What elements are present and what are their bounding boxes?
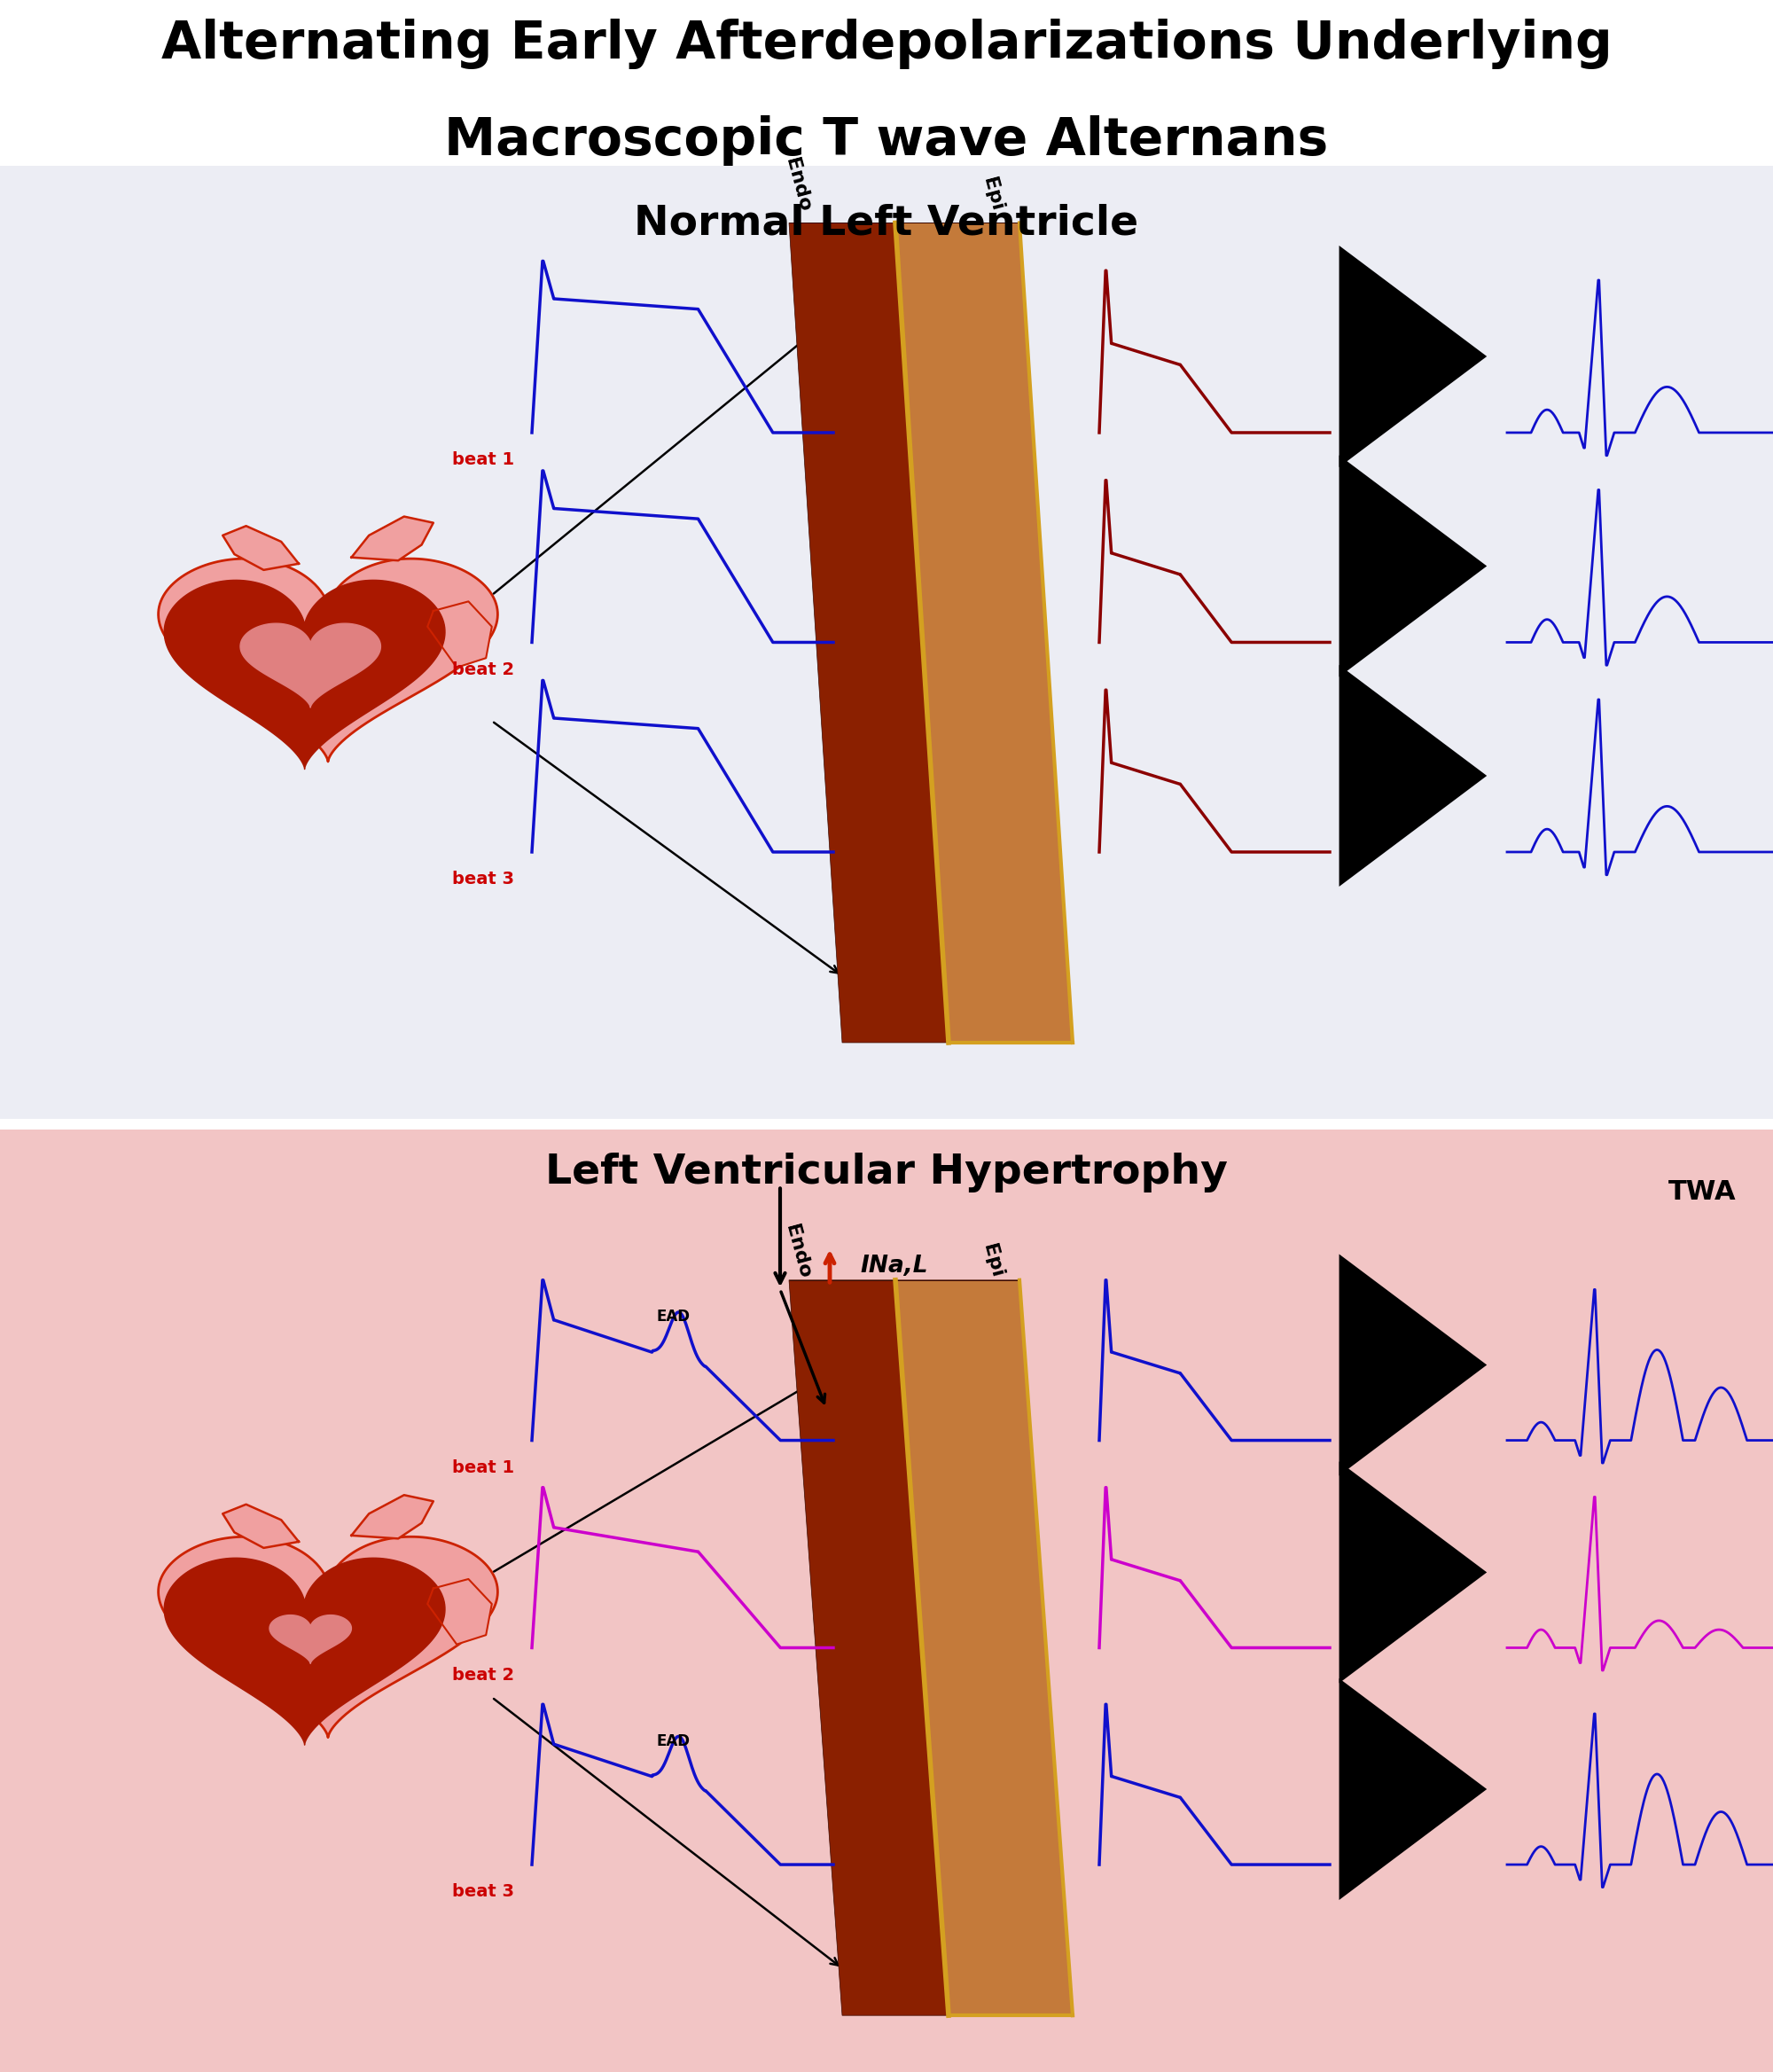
Polygon shape [427, 601, 491, 667]
Polygon shape [158, 1537, 498, 1738]
Polygon shape [165, 580, 445, 769]
Polygon shape [789, 224, 949, 1042]
Text: beat 1: beat 1 [452, 1459, 514, 1475]
Text: Endo: Endo [782, 155, 814, 213]
Polygon shape [895, 1280, 1073, 2016]
Text: beat 1: beat 1 [452, 452, 514, 468]
Text: beat 2: beat 2 [452, 661, 514, 678]
Polygon shape [427, 1579, 491, 1645]
Text: beat 3: beat 3 [452, 1883, 514, 1900]
Text: TWA: TWA [1668, 1179, 1736, 1204]
Text: INa,L: INa,L [860, 1254, 927, 1278]
Polygon shape [269, 1614, 351, 1664]
Text: Epi: Epi [980, 176, 1005, 213]
Polygon shape [223, 526, 298, 570]
Polygon shape [241, 624, 381, 707]
Text: Macroscopic T wave Alternans: Macroscopic T wave Alternans [445, 116, 1328, 166]
Text: Endo: Endo [782, 1222, 814, 1280]
Text: Epi: Epi [980, 1243, 1005, 1280]
Text: beat 2: beat 2 [452, 1666, 514, 1682]
Text: EAD: EAD [656, 1734, 690, 1749]
Polygon shape [223, 1504, 298, 1548]
Text: EAD: EAD [656, 1310, 690, 1324]
Text: Alternating Early Afterdepolarizations Underlying: Alternating Early Afterdepolarizations U… [161, 19, 1612, 68]
Polygon shape [165, 1558, 445, 1745]
Text: Normal Left Ventricle: Normal Left Ventricle [635, 203, 1138, 244]
Text: Left Ventricular Hypertrophy: Left Ventricular Hypertrophy [546, 1152, 1227, 1193]
Polygon shape [351, 516, 433, 562]
Polygon shape [895, 224, 1073, 1042]
Polygon shape [351, 1496, 433, 1539]
Polygon shape [789, 1280, 949, 2016]
Polygon shape [158, 559, 498, 762]
Text: beat 3: beat 3 [452, 870, 514, 889]
